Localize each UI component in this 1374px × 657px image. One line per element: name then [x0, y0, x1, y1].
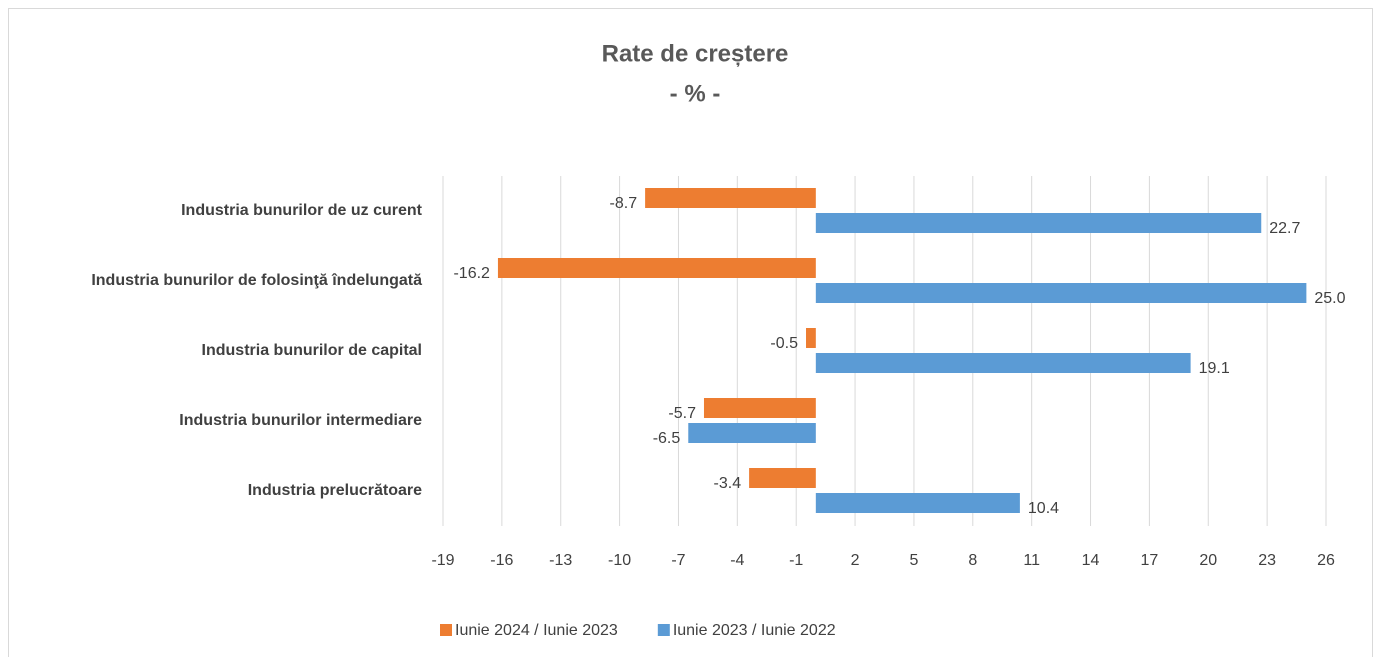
x-tick-label: 23 [1258, 552, 1276, 569]
chart-title: Rate de creștere [602, 40, 789, 67]
bar [645, 188, 816, 208]
x-tick-label: -1 [789, 552, 803, 569]
x-tick-label: 20 [1199, 552, 1217, 569]
data-label: 19.1 [1199, 360, 1230, 377]
x-tick-label: -4 [730, 552, 744, 569]
data-label: -0.5 [770, 335, 798, 352]
bar [688, 423, 816, 443]
legend-swatch [440, 624, 452, 636]
bar [749, 468, 816, 488]
data-label: -5.7 [668, 405, 696, 422]
category-label: Industria bunurilor de folosinţă îndelun… [91, 272, 422, 289]
data-label: 25.0 [1314, 290, 1345, 307]
category-label: Industria bunurilor de capital [202, 342, 422, 359]
bar [815, 213, 1262, 233]
data-label: -3.4 [714, 475, 742, 492]
x-tick-label: 8 [968, 552, 977, 569]
data-label: 22.7 [1269, 220, 1300, 237]
bar [497, 258, 816, 278]
x-tick-label: -7 [671, 552, 685, 569]
x-tick-label: 11 [1023, 552, 1040, 569]
bar [815, 493, 1020, 513]
category-label: Industria bunurilor de uz curent [181, 202, 423, 219]
bar [806, 328, 816, 348]
x-tick-label: 17 [1141, 552, 1159, 569]
category-label: Industria prelucrătoare [248, 482, 422, 499]
legend-label: Iunie 2023 / Iunie 2022 [673, 622, 836, 639]
legend-label: Iunie 2024 / Iunie 2023 [455, 622, 618, 639]
chart-frame [8, 8, 1373, 657]
chart-subtitle: - % - [670, 80, 721, 107]
bar [815, 353, 1191, 373]
data-label: -16.2 [453, 265, 490, 282]
x-tick-label: -13 [549, 552, 572, 569]
x-tick-label: 14 [1082, 552, 1100, 569]
data-label: -6.5 [653, 430, 681, 447]
category-label: Industria bunurilor intermediare [179, 412, 422, 429]
bar [703, 398, 816, 418]
legend-swatch [657, 624, 670, 636]
data-label: 10.4 [1028, 500, 1059, 517]
x-tick-label: 5 [909, 552, 918, 569]
x-tick-label: 2 [851, 552, 860, 569]
x-tick-label: -16 [490, 552, 513, 569]
x-tick-label: -10 [608, 552, 631, 569]
data-label: -8.7 [610, 195, 638, 212]
bar [815, 283, 1307, 303]
x-tick-label: -19 [431, 552, 454, 569]
x-tick-label: 26 [1317, 552, 1335, 569]
